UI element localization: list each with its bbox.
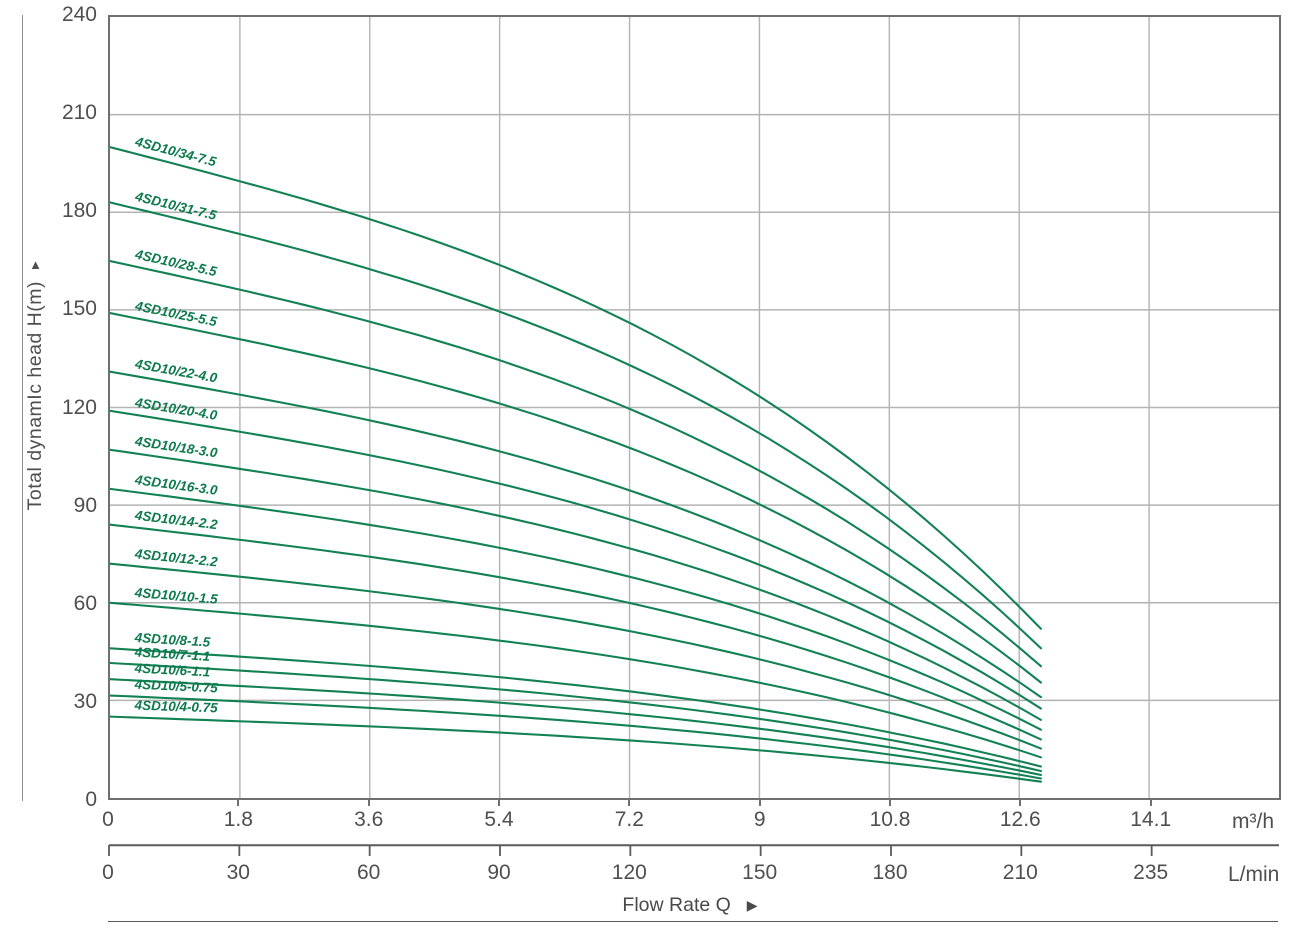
y-tick-label: 180 [61, 199, 97, 223]
y-tick-label: 210 [61, 101, 97, 125]
x-tick-label-m3h: 3.6 [354, 808, 384, 831]
x-tick-label-lmin: 30 [226, 861, 250, 884]
pump-curve-4SD10-12-2.2 [110, 562, 1042, 750]
x-tick-label-lmin: 180 [872, 861, 908, 884]
x-axis-lmin-line [108, 844, 1279, 856]
x-tick-label-lmin: 235 [1133, 861, 1169, 884]
x-axis-tick-mark [889, 800, 891, 806]
pump-curve-4SD10-25-5.5 [110, 312, 1042, 684]
x-tick-label-m3h: 1.8 [223, 808, 253, 831]
pump-curve-4SD10-6-1.1 [110, 678, 1042, 776]
x-axis-tick-mark [498, 800, 500, 806]
x-tick-label-lmin: 210 [1002, 861, 1038, 884]
up-arrow-icon: ▲ [29, 257, 42, 272]
curve-label: 4SD10/4-0.75 [133, 698, 218, 716]
x-axis-unit-lmin: L/min [1228, 863, 1280, 886]
y-tick-label: 0 [85, 788, 97, 811]
curve-label: 4SD10/22-4.0 [133, 356, 219, 386]
x-axis-tick-mark [237, 800, 240, 806]
curve-label: 4SD10/6-1.1 [133, 661, 210, 680]
pump-curve-4SD10-31-7.5 [110, 201, 1042, 650]
bottom-divider [108, 921, 1278, 922]
x-tick-label-m3h: 0 [102, 808, 114, 831]
x-axis-tick-mark [367, 800, 370, 806]
x-tick-label-m3h: 10.8 [869, 808, 911, 831]
x-axis-tick-mark [1149, 800, 1152, 806]
pump-curve-4SD10-8-1.5 [110, 647, 1042, 768]
y-tick-label: 60 [73, 591, 97, 615]
pump-curve-4SD10-22-4.0 [110, 370, 1042, 699]
pump-curve-4SD10-28-5.5 [110, 260, 1042, 668]
x-axis-tick-mark [1019, 800, 1022, 806]
x-tick-label-m3h: 7.2 [614, 808, 644, 831]
left-rule [22, 15, 23, 801]
curve-label: 4SD10/20-4.0 [133, 395, 219, 423]
plot-canvas: 4SD10/34-7.54SD10/31-7.54SD10/28-5.54SD1… [110, 17, 1279, 798]
curve-label: 4SD10/18-3.0 [133, 433, 219, 460]
curve-label: 4SD10/8-1.5 [133, 630, 211, 650]
x-axis-tick-mark [628, 800, 631, 806]
pump-curve-4SD10-16-3.0 [110, 487, 1042, 731]
pump-curve-4SD10-18-3.0 [110, 448, 1042, 721]
x-axis-title-text: Flow Rate Q [622, 894, 731, 916]
pump-curve-4SD10-34-7.5 [110, 146, 1042, 630]
y-axis-title-text: Total dynamIc head H(m) [24, 281, 46, 511]
curve-label: 4SD10/5-0.75 [133, 677, 218, 696]
x-tick-label-m3h: 12.6 [999, 808, 1041, 831]
plot-area: 4SD10/34-7.5 4SD10/31-7.5 4SD10/28-5.5 4SD1… [108, 15, 1281, 800]
x-tick-label-lmin: 90 [487, 861, 511, 884]
pump-curve-4SD10-20-4.0 [110, 409, 1042, 710]
y-tick-label: 30 [73, 689, 97, 713]
x-tick-label-lmin: 150 [742, 861, 778, 884]
y-tick-label: 90 [73, 493, 97, 517]
curve-label: 4SD10/10-1.5 [133, 585, 218, 607]
y-tick-label: 120 [61, 395, 97, 419]
pump-curve-4SD10-10-1.5 [110, 601, 1042, 759]
y-tick-label: 150 [61, 297, 97, 321]
x-tick-label-m3h: 5.4 [484, 808, 514, 831]
x-axis-tick-mark [758, 800, 761, 806]
y-tick-label: 240 [61, 3, 97, 26]
curve-label: 4SD10/7-1.1 [133, 644, 210, 663]
x-tick-label-lmin: 120 [611, 861, 647, 884]
x-axis-title: Flow Rate Q ▶ [622, 894, 757, 917]
x-tick-label-lmin: 60 [357, 861, 381, 884]
x-tick-label-m3h: 9 [753, 808, 766, 831]
pump-curve-4SD10-4-0.75 [110, 715, 1042, 783]
pump-curve-4SD10-14-2.2 [110, 523, 1042, 741]
x-axis-unit-m3h: m³/h [1232, 810, 1274, 833]
right-arrow-icon: ▶ [746, 897, 758, 913]
x-tick-label-lmin: 0 [102, 861, 114, 884]
pump-curve-4SD10-5-0.75 [110, 694, 1042, 780]
curve-label: 4SD10/12-2.2 [133, 546, 219, 569]
y-axis-title: ▲ Total dynamIc head H(m) [24, 258, 47, 510]
curve-label: 4SD10/25-5.5 [133, 298, 219, 329]
x-tick-label-m3h: 14.1 [1130, 808, 1172, 831]
pump-curve-4SD10-7-1.1 [110, 661, 1042, 773]
